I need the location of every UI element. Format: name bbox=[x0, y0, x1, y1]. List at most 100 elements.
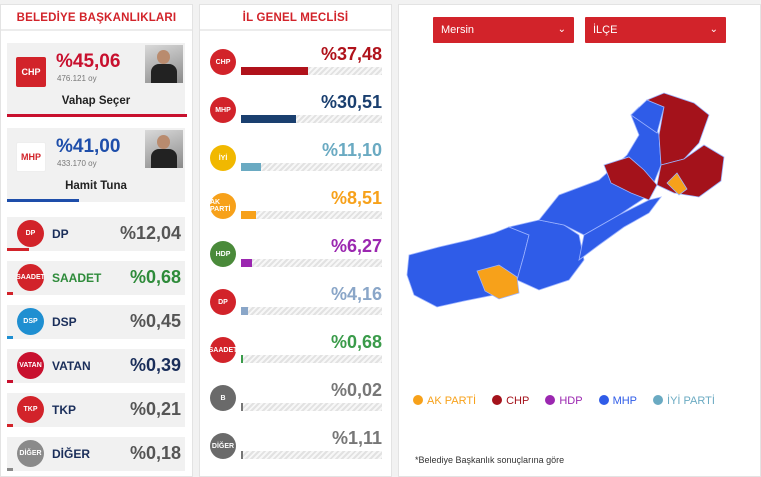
party-logo-icon: MHP bbox=[210, 97, 236, 123]
party-percent: %0,45 bbox=[129, 311, 181, 331]
council-bar-track bbox=[241, 403, 382, 411]
party-logo-icon: SAADET bbox=[16, 264, 45, 291]
vote-share-bar bbox=[7, 248, 29, 251]
district-mhp-se bbox=[578, 196, 662, 261]
council-panel-title: İL GENEL MECLİSİ bbox=[200, 5, 391, 31]
council-percent: %1,11 bbox=[331, 428, 382, 448]
council-bar-fill bbox=[241, 211, 257, 219]
candidate-photo bbox=[145, 130, 183, 168]
legend-dot-icon bbox=[413, 395, 423, 405]
district-select[interactable]: İLÇE ⌄ bbox=[585, 17, 726, 43]
district-akp-east bbox=[666, 172, 688, 196]
council-row[interactable]: İYİ %11,10 bbox=[206, 139, 384, 177]
vote-share-bar bbox=[7, 336, 13, 339]
leader-votes: 476.121 oy bbox=[57, 74, 97, 83]
council-bar-track bbox=[241, 163, 382, 171]
legend-label: İYİ PARTİ bbox=[667, 395, 715, 407]
council-row[interactable]: HDP %6,27 bbox=[206, 235, 384, 273]
district-chp-north bbox=[645, 92, 710, 166]
legend-item: AK PARTİ bbox=[413, 395, 476, 407]
legend-label: MHP bbox=[612, 395, 638, 407]
council-row[interactable]: AK PARTİ %8,51 bbox=[206, 187, 384, 225]
party-percent: %0,18 bbox=[129, 443, 181, 463]
council-percent: %0,02 bbox=[330, 380, 382, 400]
council-percent: %37,48 bbox=[320, 44, 382, 64]
legend-item: İYİ PARTİ bbox=[653, 395, 715, 407]
legend-label: AK PARTİ bbox=[427, 395, 477, 407]
party-logo-icon: DP bbox=[17, 220, 44, 247]
council-percent: %11,10 bbox=[321, 140, 382, 160]
council-bar-fill bbox=[241, 115, 296, 123]
chevron-down-icon: ⌄ bbox=[709, 24, 718, 35]
party-name: DP bbox=[52, 227, 69, 241]
legend-label: HDP bbox=[559, 395, 583, 407]
district-akp bbox=[476, 264, 520, 300]
party-percent: %0,68 bbox=[129, 267, 181, 287]
candidate-row[interactable]: VATAN VATAN %0,39 bbox=[7, 349, 185, 383]
leader-percent: %45,06 bbox=[56, 51, 121, 72]
vote-share-bar bbox=[7, 424, 13, 427]
vote-share-bar bbox=[7, 114, 187, 117]
council-percent: %0,68 bbox=[330, 332, 382, 352]
party-logo-icon: DSP bbox=[17, 308, 44, 335]
party-percent: %0,39 bbox=[129, 355, 181, 375]
party-percent: %0,21 bbox=[129, 399, 181, 419]
chp-logo-icon: CHP bbox=[16, 57, 46, 87]
council-bar-fill bbox=[241, 307, 249, 315]
legend-dot-icon bbox=[598, 395, 609, 405]
party-logo-icon: DİĞER bbox=[210, 433, 236, 459]
council-bar-fill bbox=[241, 67, 309, 75]
chevron-down-icon: ⌄ bbox=[557, 24, 566, 35]
council-bar-fill bbox=[241, 259, 253, 267]
party-logo-icon: B bbox=[210, 385, 236, 411]
party-percent: %12,04 bbox=[119, 223, 181, 243]
council-row[interactable]: CHP %37,48 bbox=[206, 43, 384, 81]
leader-card-chp[interactable]: CHP %45,06 476.121 oy Vahap Seçer bbox=[7, 43, 187, 117]
candidate-photo bbox=[145, 45, 183, 83]
council-bar-track bbox=[241, 67, 382, 75]
vote-share-bar bbox=[7, 380, 13, 383]
council-bar-track bbox=[241, 307, 382, 315]
legend-label: CHP bbox=[506, 395, 530, 407]
council-bar-fill bbox=[241, 451, 243, 459]
party-name: DİĞER bbox=[52, 447, 91, 461]
province-select-value: Mersin bbox=[441, 24, 475, 36]
party-logo-icon: SAADET bbox=[209, 337, 237, 363]
council-bar-track bbox=[241, 259, 382, 267]
party-logo-icon: DİĞER bbox=[17, 440, 44, 467]
candidate-name: Hamit Tuna bbox=[65, 180, 127, 192]
council-row[interactable]: SAADET %0,68 bbox=[206, 331, 384, 369]
province-select[interactable]: Mersin ⌄ bbox=[433, 17, 574, 43]
district-chp-mid bbox=[603, 156, 658, 201]
legend-item: HDP bbox=[545, 395, 583, 407]
council-percent: %8,51 bbox=[330, 188, 382, 208]
map-panel: Mersin ⌄ İLÇE ⌄ AK PARTİ CHP HDP MHP İYİ PAR… bbox=[398, 4, 761, 477]
leader-card-mhp[interactable]: MHP %41,00 433.170 oy Hamit Tuna bbox=[7, 128, 185, 202]
party-logo-icon: CHP bbox=[210, 49, 236, 75]
council-row[interactable]: B %0,02 bbox=[206, 379, 384, 417]
council-row[interactable]: DP %4,16 bbox=[206, 283, 384, 321]
district-map bbox=[406, 92, 725, 308]
council-bar-fill bbox=[241, 163, 261, 171]
party-logo-icon: VATAN bbox=[17, 352, 44, 379]
party-logo-icon: HDP bbox=[210, 241, 236, 267]
council-row[interactable]: MHP %30,51 bbox=[206, 91, 384, 129]
party-logo-icon: TKP bbox=[17, 396, 44, 423]
council-percent: %4,16 bbox=[330, 284, 382, 304]
candidate-row[interactable]: SAADET SAADET %0,68 bbox=[7, 261, 185, 295]
candidate-row[interactable]: DİĞER DİĞER %0,18 bbox=[7, 437, 185, 471]
map-legend: AK PARTİ CHP HDP MHP İYİ PARTİ bbox=[413, 395, 731, 407]
legend-dot-icon bbox=[492, 395, 503, 405]
council-bar-track bbox=[241, 451, 382, 459]
candidate-row[interactable]: TKP TKP %0,21 bbox=[7, 393, 185, 427]
party-logo-icon: DP bbox=[210, 289, 236, 315]
vote-share-bar bbox=[7, 292, 13, 295]
party-name: DSP bbox=[52, 315, 77, 329]
council-row[interactable]: DİĞER %1,11 bbox=[206, 427, 384, 465]
council-percent: %6,27 bbox=[330, 236, 382, 256]
legend-dot-icon bbox=[545, 395, 556, 405]
candidate-row[interactable]: DSP DSP %0,45 bbox=[7, 305, 185, 339]
candidate-row[interactable]: DP DP %12,04 bbox=[7, 217, 185, 251]
mhp-logo-icon: MHP bbox=[16, 142, 46, 172]
party-name: TKP bbox=[52, 403, 76, 417]
